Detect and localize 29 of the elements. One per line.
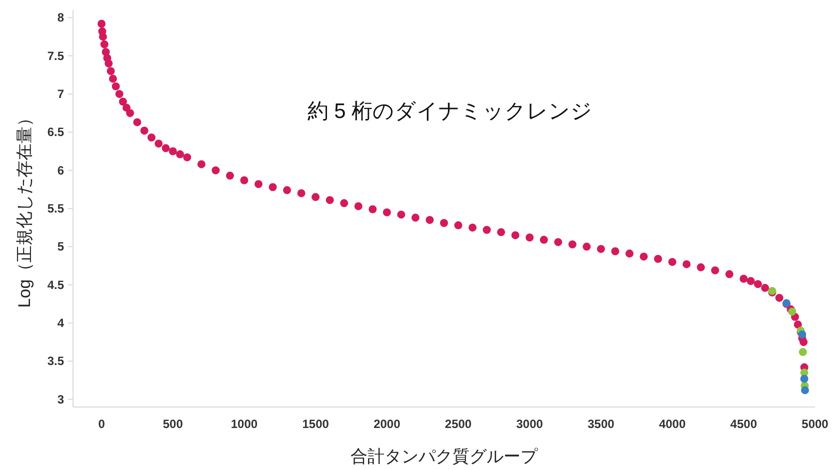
y-tick-label: 7.5 bbox=[47, 48, 64, 63]
y-tick-label: 7 bbox=[57, 86, 64, 101]
annotation: 約 5 桁のダイナミックレンジ bbox=[307, 100, 593, 123]
point bbox=[788, 308, 796, 316]
x-tick-label: 2500 bbox=[444, 417, 472, 431]
x-tick-label: 0 bbox=[98, 417, 106, 431]
x-tick-label: 500 bbox=[162, 417, 184, 431]
y-tick-label: 4.5 bbox=[47, 278, 64, 292]
y-tick-label: 5.5 bbox=[47, 202, 64, 216]
point bbox=[798, 348, 807, 356]
y-tick-label: 3.5 bbox=[47, 354, 64, 368]
y-axis-title: Log（正規化した存在量） bbox=[15, 109, 34, 308]
y-tick-label: 8 bbox=[57, 10, 64, 25]
x-axis-title: 合計タンパク質グループ bbox=[350, 447, 538, 466]
y-tick-label: 5 bbox=[57, 240, 64, 254]
point bbox=[800, 374, 808, 383]
y-tick-label: 6.5 bbox=[47, 125, 64, 140]
y-tick-label: 3 bbox=[57, 392, 64, 406]
x-tick-label: 1000 bbox=[230, 417, 258, 431]
x-tick-label: 3000 bbox=[516, 417, 544, 431]
y-tick-label: 6 bbox=[57, 163, 64, 178]
x-tick-label: 3500 bbox=[588, 417, 615, 431]
x-tick-label: 2000 bbox=[374, 417, 401, 431]
y-tick-label: 4 bbox=[57, 316, 64, 330]
x-tick-label: 1500 bbox=[302, 417, 330, 431]
x-tick-label: 4500 bbox=[730, 417, 758, 431]
point bbox=[801, 386, 810, 394]
x-tick-label: 5000 bbox=[802, 417, 829, 431]
x-tick-label: 4000 bbox=[658, 417, 686, 431]
